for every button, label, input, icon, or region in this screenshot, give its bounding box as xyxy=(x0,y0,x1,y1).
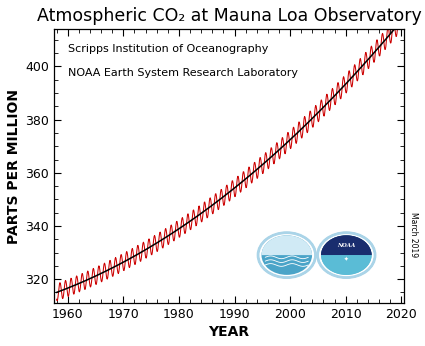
Y-axis label: PARTS PER MILLION: PARTS PER MILLION xyxy=(7,89,21,244)
Circle shape xyxy=(321,235,371,275)
Text: ✦: ✦ xyxy=(344,257,348,262)
Text: Scripps Institution of Oceanography: Scripps Institution of Oceanography xyxy=(68,44,268,54)
Polygon shape xyxy=(321,235,371,255)
Text: NOAA: NOAA xyxy=(337,243,355,247)
Circle shape xyxy=(317,233,375,277)
Polygon shape xyxy=(321,255,371,275)
Text: NOAA Earth System Research Laboratory: NOAA Earth System Research Laboratory xyxy=(68,67,298,78)
Polygon shape xyxy=(261,235,312,255)
Circle shape xyxy=(258,233,315,277)
Title: Atmospheric CO₂ at Mauna Loa Observatory: Atmospheric CO₂ at Mauna Loa Observatory xyxy=(37,7,421,25)
Circle shape xyxy=(261,235,312,275)
Wedge shape xyxy=(321,235,371,255)
X-axis label: YEAR: YEAR xyxy=(208,325,249,339)
Text: March 2019: March 2019 xyxy=(409,212,418,257)
